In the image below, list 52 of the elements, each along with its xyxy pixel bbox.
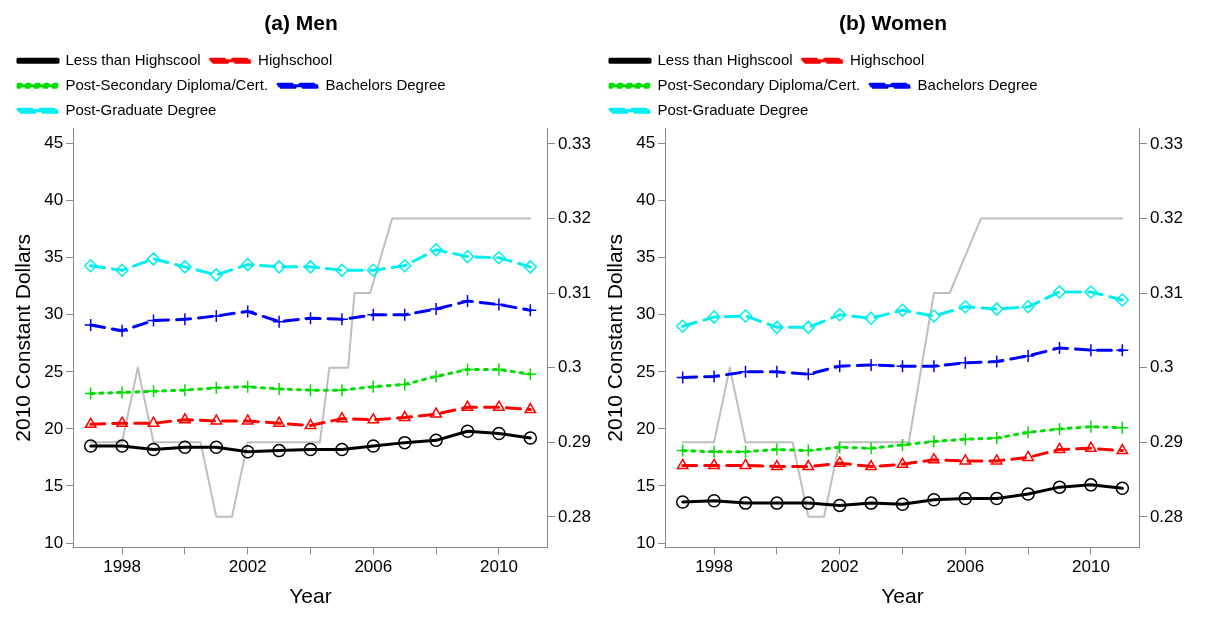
y-tick-label: 10 bbox=[636, 532, 656, 552]
legend-label: Post-Graduate Degree bbox=[657, 100, 809, 118]
y-tick-label: 15 bbox=[44, 475, 64, 495]
x-tick-label: 2002 bbox=[228, 557, 267, 577]
y-tick-label: 40 bbox=[44, 190, 64, 210]
y2-tick-label: 0.31 bbox=[1149, 282, 1184, 302]
y2-tick-label: 0.32 bbox=[1149, 208, 1184, 228]
y-axis-title: 2010 Constant Dollars bbox=[603, 233, 627, 442]
y-tick-label: 30 bbox=[44, 304, 64, 324]
y-tick-label: 35 bbox=[44, 247, 64, 267]
y2-tick-label: 0.3 bbox=[1149, 357, 1174, 377]
y2-tick-label: 0.3 bbox=[557, 357, 582, 377]
chart-title: (a) Men bbox=[264, 11, 338, 35]
legend-label: Post-Secondary Diploma/Cert. bbox=[65, 75, 269, 93]
x-tick-label: 2006 bbox=[354, 557, 393, 577]
y-tick-label: 25 bbox=[636, 361, 656, 381]
y2-tick-label: 0.28 bbox=[557, 506, 592, 526]
y-tick-label: 15 bbox=[636, 475, 656, 495]
y2-tick-label: 0.33 bbox=[1149, 133, 1184, 153]
x-tick-label: 1998 bbox=[695, 557, 734, 577]
y2-tick-label: 0.32 bbox=[557, 208, 592, 228]
y-tick-label: 45 bbox=[636, 133, 656, 153]
x-tick-label: 2010 bbox=[480, 557, 518, 577]
x-axis-title: Year bbox=[881, 584, 924, 608]
legend-label: Post-Graduate Degree bbox=[65, 100, 217, 118]
y2-tick-label: 0.28 bbox=[1149, 506, 1184, 526]
y2-tick-label: 0.29 bbox=[557, 431, 592, 451]
y-tick-label: 25 bbox=[44, 361, 64, 381]
y-tick-label: 35 bbox=[636, 247, 656, 267]
y-tick-label: 20 bbox=[44, 418, 64, 438]
legend-label: Less than Highscool bbox=[65, 50, 201, 68]
y2-tick-label: 0.29 bbox=[1149, 431, 1184, 451]
x-axis-title: Year bbox=[289, 584, 332, 608]
legend-label: Less than Highscool bbox=[657, 50, 793, 68]
legend-label: Highschool bbox=[258, 50, 333, 68]
y2-tick-label: 0.33 bbox=[557, 133, 592, 153]
y-tick-label: 45 bbox=[44, 133, 64, 153]
x-tick-label: 1998 bbox=[103, 557, 142, 577]
x-tick-label: 2002 bbox=[820, 557, 859, 577]
y-axis-title: 2010 Constant Dollars bbox=[11, 233, 35, 442]
y-tick-label: 10 bbox=[44, 532, 64, 552]
y-tick-label: 40 bbox=[636, 190, 656, 210]
legend-label: Post-Secondary Diploma/Cert. bbox=[657, 75, 861, 93]
y-tick-label: 30 bbox=[636, 304, 656, 324]
legend-label: Bachelors Degree bbox=[917, 75, 1038, 93]
y-tick-label: 20 bbox=[636, 418, 656, 438]
x-tick-label: 2010 bbox=[1072, 557, 1110, 577]
y2-tick-label: 0.31 bbox=[557, 282, 592, 302]
legend-label: Bachelors Degree bbox=[325, 75, 446, 93]
chart-title: (b) Women bbox=[838, 11, 948, 35]
x-tick-label: 2006 bbox=[946, 557, 985, 577]
legend-label: Highschool bbox=[850, 50, 925, 68]
